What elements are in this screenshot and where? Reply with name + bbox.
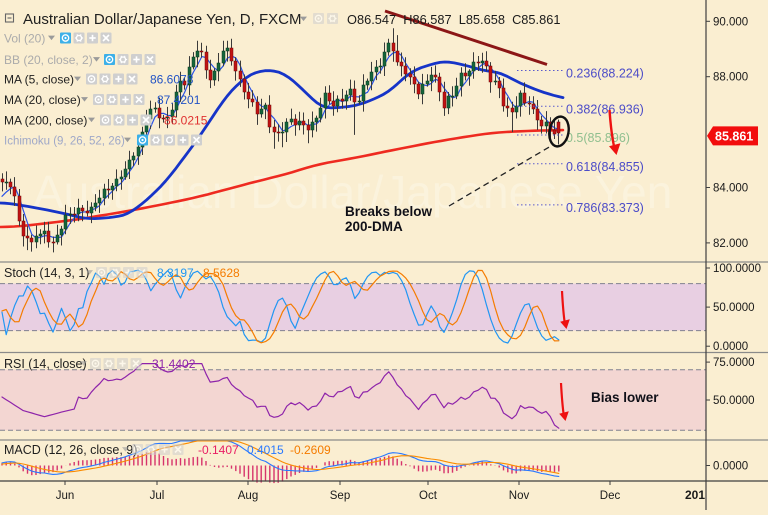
svg-text:Vol (20): Vol (20)	[4, 32, 45, 46]
svg-text:90.000: 90.000	[713, 16, 748, 28]
svg-text:MA (200, close): MA (200, close)	[4, 114, 87, 128]
svg-text:200-DMA: 200-DMA	[345, 219, 403, 234]
svg-text:0.786(83.373): 0.786(83.373)	[566, 201, 644, 215]
svg-text:Ichimoku (9, 26, 52, 26): Ichimoku (9, 26, 52, 26)	[4, 136, 125, 148]
svg-text:MACD (12, 26, close, 9): MACD (12, 26, close, 9)	[4, 443, 137, 457]
svg-text:0.382(86.936): 0.382(86.936)	[566, 102, 644, 116]
svg-text:50.0000: 50.0000	[713, 395, 755, 407]
svg-text:0.0000: 0.0000	[713, 341, 748, 353]
svg-text:-0.2609: -0.2609	[290, 443, 331, 457]
svg-text:RSI (14, close): RSI (14, close)	[4, 357, 87, 371]
svg-text:Stoch (14, 3, 1): Stoch (14, 3, 1)	[4, 266, 89, 280]
svg-text:Bias lower: Bias lower	[591, 390, 659, 405]
svg-text:Oct: Oct	[419, 490, 438, 502]
svg-text:8.3197: 8.3197	[157, 266, 194, 280]
svg-text:85.861: 85.861	[715, 129, 753, 143]
svg-text:100.0000: 100.0000	[713, 263, 761, 275]
svg-text:-0.1407: -0.1407	[198, 443, 239, 457]
svg-text:201: 201	[685, 488, 705, 502]
svg-text:Dec: Dec	[600, 490, 621, 502]
svg-text:Jun: Jun	[56, 490, 75, 502]
svg-text:Breaks below: Breaks below	[345, 204, 433, 219]
svg-text:0.5(85.896): 0.5(85.896)	[566, 131, 630, 145]
svg-text:86.6078: 86.6078	[150, 73, 194, 87]
svg-text:0.236(88.224): 0.236(88.224)	[566, 67, 644, 81]
svg-text:Jul: Jul	[150, 490, 165, 502]
svg-text:Australian Dollar/Japanese Yen: Australian Dollar/Japanese Yen, D, FXCM	[23, 11, 301, 28]
svg-text:Aug: Aug	[238, 490, 258, 502]
svg-text:BB (20, close, 2): BB (20, close, 2)	[4, 53, 93, 67]
svg-text:O86.547 H86.587 L85.658 C85: O86.547 H86.587 L85.658 C85.861	[347, 12, 560, 27]
svg-text:0.618(84.855): 0.618(84.855)	[566, 160, 644, 174]
svg-text:82.000: 82.000	[713, 238, 748, 250]
svg-text:84.000: 84.000	[713, 183, 748, 195]
svg-text:8.5628: 8.5628	[203, 266, 240, 280]
svg-text:0.4015: 0.4015	[247, 443, 284, 457]
svg-text:86.0215: 86.0215	[164, 114, 208, 128]
svg-text:Sep: Sep	[330, 490, 350, 502]
svg-text:MA (20, close): MA (20, close)	[4, 93, 81, 107]
svg-text:Nov: Nov	[509, 490, 530, 502]
svg-text:31.4402: 31.4402	[152, 357, 196, 371]
svg-text:75.0000: 75.0000	[713, 357, 755, 369]
svg-text:88.000: 88.000	[713, 72, 748, 84]
svg-text:MA (5, close): MA (5, close)	[4, 73, 74, 87]
svg-text:50.0000: 50.0000	[713, 302, 755, 314]
svg-text:0.0000: 0.0000	[713, 461, 748, 473]
svg-text:87.4201: 87.4201	[157, 93, 201, 107]
